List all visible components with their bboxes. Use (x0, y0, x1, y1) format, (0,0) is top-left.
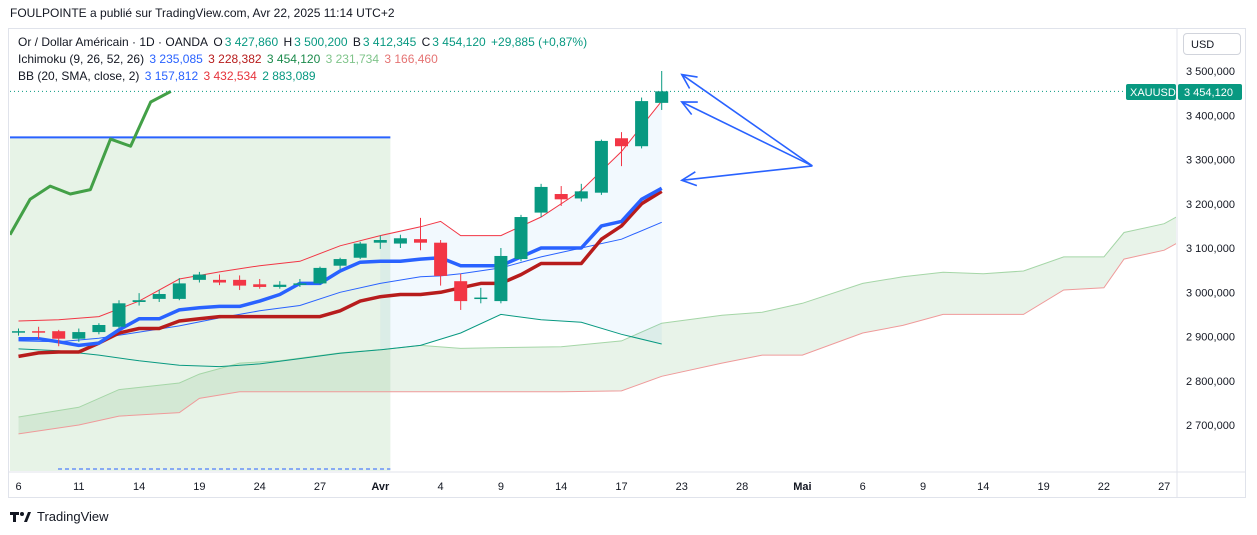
ichimoku-tenkan-value: 3 235,085 (149, 52, 203, 66)
close-value: 3 454,120 (432, 35, 486, 49)
bb-legend[interactable]: BB (20, SMA, close, 2) 3 157,812 3 432,5… (18, 69, 318, 83)
ichimoku-label: Ichimoku (9, 26, 52, 26) (18, 52, 145, 66)
bb-upper-value: 3 432,534 (203, 69, 257, 83)
publisher-line: FOULPOINTE a publié sur TradingView.com,… (10, 6, 395, 20)
bb-lower-value: 2 883,089 (262, 69, 316, 83)
tradingview-logo-text: TradingView (37, 509, 109, 524)
high-label: H (283, 35, 293, 49)
ichimoku-span-a-value: 3 231,734 (325, 52, 380, 66)
close-label: C (421, 35, 431, 49)
open-value: 3 427,860 (224, 35, 279, 49)
open-label: O (213, 35, 223, 49)
ichimoku-kijun-value: 3 228,382 (208, 52, 262, 66)
symbol-name[interactable]: Or / Dollar Américain · 1D · OANDA (18, 35, 209, 49)
tradingview-logo-icon (10, 511, 31, 522)
ichimoku-chikou-value: 3 454,120 (266, 52, 321, 66)
currency-button[interactable]: USD (1183, 33, 1241, 55)
ichimoku-span-b-value: 3 166,460 (384, 52, 438, 66)
change-value: +29,885 (+0,87%) (491, 35, 588, 49)
bb-basis-value: 3 157,812 (144, 69, 199, 83)
footer-logo[interactable]: TradingView (10, 509, 109, 524)
low-label: B (352, 35, 361, 49)
high-value: 3 500,200 (294, 35, 348, 49)
ichimoku-legend[interactable]: Ichimoku (9, 26, 52, 26) 3 235,085 3 228… (18, 52, 440, 66)
chart-frame (8, 28, 1246, 498)
low-value: 3 412,345 (362, 35, 417, 49)
bb-label: BB (20, SMA, close, 2) (18, 69, 140, 83)
